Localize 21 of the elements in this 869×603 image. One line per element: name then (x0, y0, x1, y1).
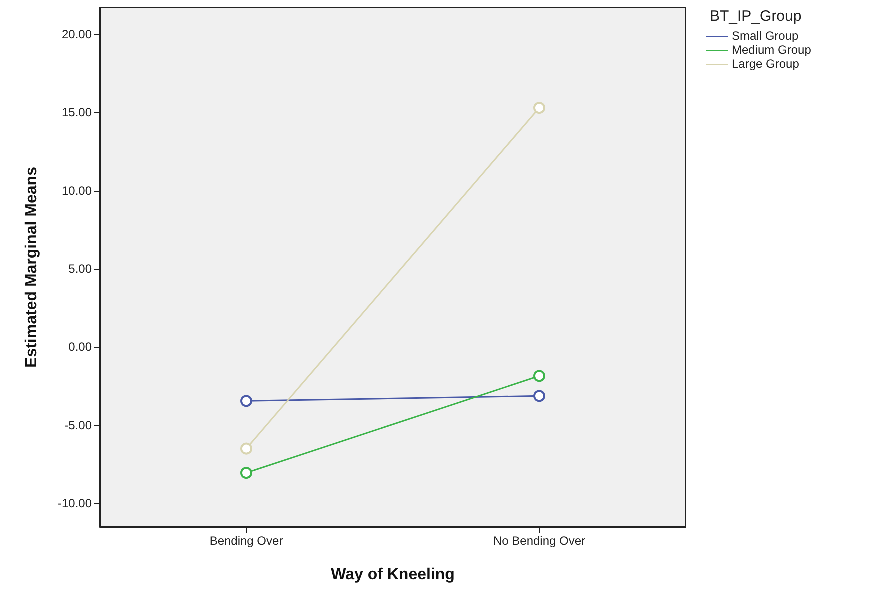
legend-label: Medium Group (732, 43, 812, 57)
x-axis-title: Way of Kneeling (331, 566, 455, 584)
y-tick-label: -10.00 (58, 496, 92, 511)
point (240, 467, 252, 480)
y-tick-label: -5.00 (64, 418, 92, 432)
x-tick-label: No Bending Over (493, 534, 586, 548)
y-tick-label: 0.00 (68, 340, 92, 354)
point (534, 390, 546, 402)
point (534, 370, 546, 382)
legend-label: Small Group (732, 29, 799, 43)
x-tick-label: Bending Over (210, 534, 284, 548)
y-tick-label: 5.00 (68, 262, 92, 276)
legend-label: Large Group (732, 57, 800, 71)
y-tick-label: 15.00 (62, 106, 92, 120)
point (240, 442, 252, 455)
point (240, 395, 252, 408)
y-tick-label: 10.00 (62, 184, 92, 198)
y-tick-label: 20.00 (62, 28, 92, 42)
point (534, 102, 546, 114)
legend-title: BT_IP_Group (710, 8, 803, 25)
y-axis-title: Estimated Marginal Means (24, 166, 40, 368)
